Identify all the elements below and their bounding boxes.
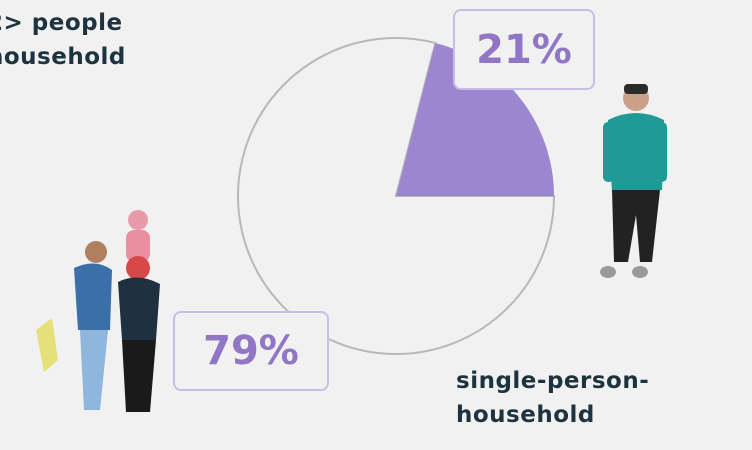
category-label: single-person-household xyxy=(456,364,656,432)
people-illustration xyxy=(36,210,160,412)
value-label: 79% xyxy=(173,311,329,391)
category-label: 2> people household xyxy=(0,6,187,74)
person-illustration xyxy=(600,84,667,278)
value-label: 21% xyxy=(453,9,595,90)
infographic: 2> people household single-person-househ… xyxy=(0,0,752,450)
